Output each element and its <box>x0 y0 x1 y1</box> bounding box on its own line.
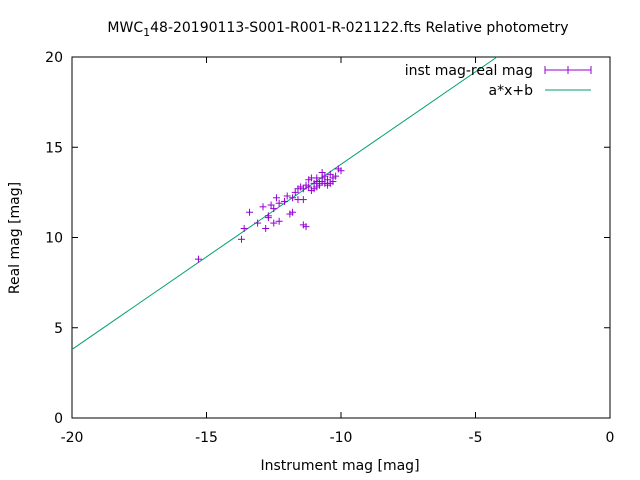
data-point <box>272 194 280 202</box>
y-tick-label: 5 <box>54 321 63 337</box>
data-point <box>275 199 283 207</box>
data-point <box>254 219 262 227</box>
x-tick-label: -15 <box>195 430 218 446</box>
data-point <box>299 196 307 204</box>
data-point <box>318 169 326 177</box>
data-point <box>324 179 332 187</box>
data-point <box>264 212 272 220</box>
plot-border <box>71 56 611 419</box>
data-point <box>246 208 254 216</box>
y-tick-label: 20 <box>45 50 63 66</box>
legend-label-points: inst mag-real mag <box>405 63 533 79</box>
y-tick-label: 10 <box>45 231 63 247</box>
data-point <box>259 203 267 211</box>
data-point <box>313 183 321 191</box>
data-point <box>305 183 313 191</box>
x-tick-label: 0 <box>606 430 615 446</box>
data-point <box>291 188 299 196</box>
data-point <box>326 170 334 178</box>
data-point <box>283 192 291 200</box>
y-tick-label: 15 <box>45 140 63 156</box>
legend: inst mag-real mag a*x+b <box>405 63 592 99</box>
data-point <box>321 172 329 180</box>
data-point <box>294 185 302 193</box>
x-tick-labels: -20 -15 -10 -5 0 <box>61 430 615 446</box>
data-point <box>262 224 270 232</box>
data-point <box>289 194 297 202</box>
axis-ticks <box>71 56 611 419</box>
x-tick-label: -5 <box>469 430 483 446</box>
data-point <box>289 208 297 216</box>
data-point <box>302 223 310 231</box>
data-point <box>270 205 278 213</box>
plot-frame <box>71 56 611 419</box>
legend-label-fit: a*x+b <box>489 83 534 99</box>
data-point <box>240 224 248 232</box>
data-point <box>305 176 313 184</box>
x-tick-label: -10 <box>330 430 353 446</box>
data-point <box>332 172 340 180</box>
data-point <box>267 201 275 209</box>
data-point <box>270 219 278 227</box>
x-axis-label: Instrument mag [mag] <box>260 458 419 474</box>
data-points <box>194 165 345 263</box>
y-tick-labels: 0 5 10 15 20 <box>45 50 63 427</box>
data-point <box>334 165 342 173</box>
y-tick-label: 0 <box>54 411 63 427</box>
data-point <box>237 235 245 243</box>
y-axis-label: Real mag [mag] <box>7 182 23 294</box>
data-point <box>275 217 283 225</box>
x-tick-label: -20 <box>61 430 84 446</box>
data-point <box>281 197 289 205</box>
chart-title: MWC148-20190113-S001-R001-R-021122.fts R… <box>107 20 568 39</box>
data-point <box>194 255 202 263</box>
